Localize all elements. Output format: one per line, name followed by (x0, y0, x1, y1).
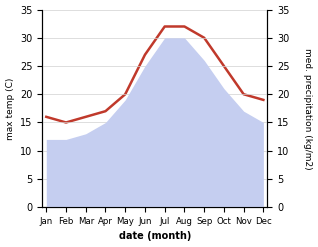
X-axis label: date (month): date (month) (119, 231, 191, 242)
Y-axis label: med. precipitation (kg/m2): med. precipitation (kg/m2) (303, 48, 313, 169)
Y-axis label: max temp (C): max temp (C) (5, 77, 15, 140)
